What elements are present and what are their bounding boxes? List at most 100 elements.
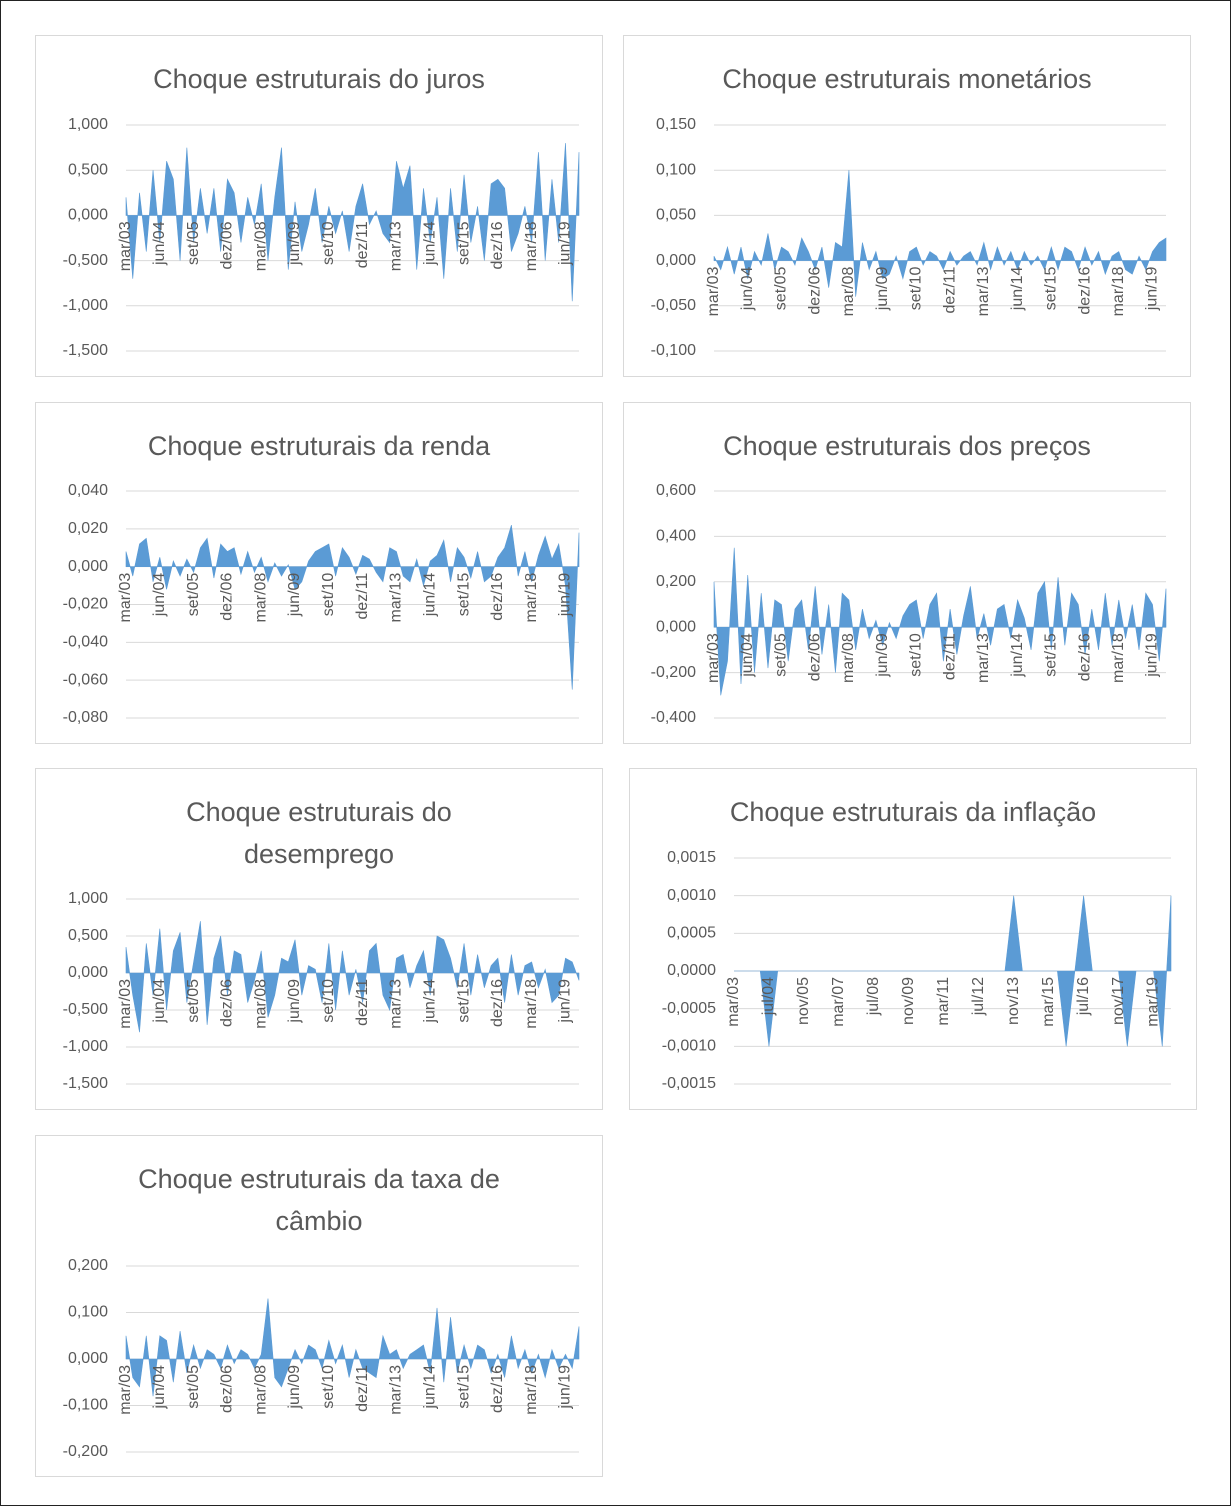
x-tick-label: set/15 xyxy=(455,979,472,1023)
x-tick-label: dez/11 xyxy=(941,633,958,680)
y-tick-label: -0,060 xyxy=(63,671,108,688)
y-tick-label: -0,500 xyxy=(63,252,108,269)
area xyxy=(125,143,580,302)
y-tick-label: -0,200 xyxy=(651,664,696,681)
x-tick-label: set/05 xyxy=(185,979,202,1023)
y-tick-label: 0,000 xyxy=(68,207,108,224)
y-tick-label: -0,080 xyxy=(63,709,108,726)
chart-title: Choque estruturais do desemprego xyxy=(186,797,452,869)
x-tick-label: set/10 xyxy=(908,633,925,677)
x-tick-label: dez/06 xyxy=(219,1365,236,1413)
x-tick-label: jun/19 xyxy=(557,573,574,618)
y-tick-label: 0,040 xyxy=(68,482,108,499)
x-tick-label: mar/08 xyxy=(252,979,269,1029)
x-tick-label: dez/06 xyxy=(219,573,236,621)
x-tick-label: set/10 xyxy=(320,979,337,1023)
x-tick-label: set/15 xyxy=(1043,267,1060,311)
chart-panel: Choque estruturais monetários -0,100 -0,05… xyxy=(623,35,1191,377)
x-tick-label: set/05 xyxy=(185,1365,202,1409)
y-tick-label: 0,400 xyxy=(656,528,696,545)
x-tick-label: dez/11 xyxy=(354,1365,371,1412)
x-tick-label: dez/16 xyxy=(1076,633,1093,681)
x-tick-label: dez/06 xyxy=(219,221,236,269)
x-tick-label: jun/09 xyxy=(286,221,303,266)
x-tick-label: jun/14 xyxy=(1009,266,1026,311)
x-tick-label: jun/19 xyxy=(1144,266,1161,311)
y-tick-label: 0,000 xyxy=(656,252,696,269)
x-tick-label: mar/08 xyxy=(252,573,269,623)
x-tick-label: mar/15 xyxy=(1040,977,1057,1027)
x-tick-label: mar/11 xyxy=(935,977,952,1026)
chart-panel: Choque estruturais da inflação -0,0015 -0,… xyxy=(629,768,1197,1110)
x-tick-label: mar/13 xyxy=(975,266,992,316)
area xyxy=(713,170,1167,297)
y-tick-label: 0,100 xyxy=(68,1304,108,1321)
y-tick-label: 0,000 xyxy=(68,558,108,575)
x-tick-label: dez/11 xyxy=(354,979,371,1026)
chart: -0,0015 -0,0010 -0,0005 0,0000 0,0005 0,0010 0… xyxy=(662,849,1172,1092)
y-tick-label: -0,100 xyxy=(63,1397,108,1414)
chart: -0,200 -0,100 0,000 0,100 0,200 mar/03 jun/04 s… xyxy=(63,1257,580,1460)
y-tick-label: 0,0005 xyxy=(667,925,716,942)
x-tick-label: set/15 xyxy=(455,1365,472,1409)
x-tick-label: mar/03 xyxy=(725,977,742,1027)
x-tick-label: set/10 xyxy=(908,267,925,311)
chart-title: Choque estruturais dos preços xyxy=(723,431,1091,461)
x-tick-label: dez/16 xyxy=(489,573,506,621)
chart-panel: Choque estruturais da renda -0,080 -0,060-… xyxy=(35,402,603,744)
x-tick-label: jul/08 xyxy=(865,977,882,1016)
x-tick-label: mar/18 xyxy=(1110,633,1127,683)
y-tick-label: -1,500 xyxy=(63,342,108,359)
x-tick-label: nov/05 xyxy=(795,977,812,1025)
x-tick-label: jun/09 xyxy=(286,573,303,618)
area xyxy=(125,921,580,1033)
chart-title: Choque estruturais monetários xyxy=(722,64,1092,94)
area xyxy=(125,1298,580,1397)
x-tick-label: mar/03 xyxy=(117,221,134,271)
x-tick-label: jun/19 xyxy=(557,221,574,266)
x-tick-label: mar/13 xyxy=(388,1365,405,1415)
x-tick-label: mar/03 xyxy=(705,266,722,316)
y-tick-label: 0,100 xyxy=(656,161,696,178)
y-tick-label: -0,100 xyxy=(651,342,696,359)
x-tick-label: set/05 xyxy=(773,633,790,677)
x-tick-label: mar/13 xyxy=(388,573,405,623)
chart-title: Choque estruturais da renda xyxy=(147,431,491,461)
x-tick-label: jun/04 xyxy=(151,979,168,1024)
chart: -1,500 -1,000 -0,500 0,000 0,500 1,000 mar/03 j… xyxy=(63,116,580,359)
y-tick-label: -0,0010 xyxy=(662,1038,716,1055)
x-tick-label: mar/03 xyxy=(117,1365,134,1415)
y-tick-label: 0,0015 xyxy=(667,849,716,866)
y-tick-label: 0,020 xyxy=(68,520,108,537)
x-tick-label: mar/18 xyxy=(523,1365,540,1415)
x-tick-label: jun/14 xyxy=(421,1365,438,1410)
x-tick-label: dez/11 xyxy=(354,221,371,268)
chart: -0,100 -0,050 0,000 0,050 0,100 0,150 mar/03 ju… xyxy=(651,116,1167,359)
x-tick-label: set/10 xyxy=(320,573,337,617)
x-tick-label: mar/13 xyxy=(388,221,405,271)
x-tick-label: set/15 xyxy=(455,221,472,265)
y-tick-label: -0,500 xyxy=(63,1001,108,1018)
x-tick-label: jun/09 xyxy=(874,266,891,311)
y-tick-label: 0,200 xyxy=(68,1257,108,1274)
y-tick-label: 0,0010 xyxy=(667,887,716,904)
y-tick-label: 0,050 xyxy=(656,207,696,224)
x-tick-label: mar/19 xyxy=(1145,977,1162,1027)
chart-title: Choque estruturais do juros xyxy=(153,64,485,94)
x-tick-label: dez/16 xyxy=(1076,267,1093,315)
y-tick-label: -1,000 xyxy=(63,1038,108,1055)
y-tick-label: -1,500 xyxy=(63,1075,108,1092)
chart-panel: Choque estruturais do juros -1,500 -1,000 -… xyxy=(35,35,603,377)
x-tick-label: jun/14 xyxy=(421,573,438,618)
chart-panel: Choque estruturais da taxa de câmbio -0,2… xyxy=(35,1135,603,1477)
y-tick-label: 0,0000 xyxy=(667,962,716,979)
x-tick-label: jun/04 xyxy=(151,221,168,266)
x-tick-label: mar/18 xyxy=(523,221,540,271)
y-tick-label: 0,500 xyxy=(68,927,108,944)
chart: -0,400 -0,200 0,000 0,200 0,400 0,600 mar/03 ju… xyxy=(651,482,1167,726)
y-tick-label: -1,000 xyxy=(63,297,108,314)
x-tick-label: jun/19 xyxy=(557,979,574,1024)
x-tick-label: mar/13 xyxy=(388,979,405,1029)
y-tick-label: 0,600 xyxy=(656,482,696,499)
